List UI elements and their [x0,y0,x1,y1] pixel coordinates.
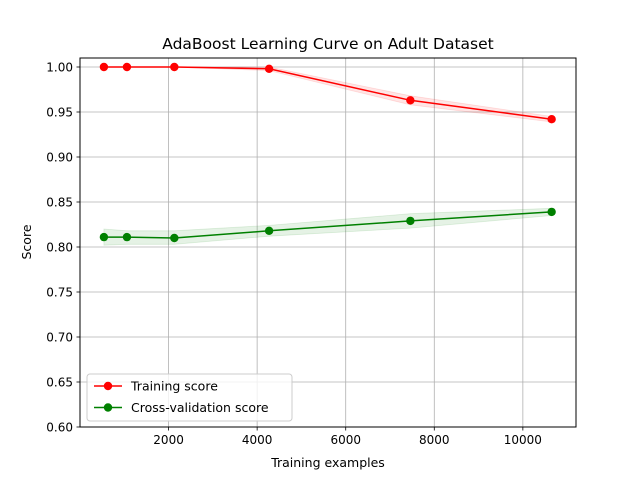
data-point-2 [547,207,556,217]
data-point-2 [264,226,274,235]
axis-ticks: 2000 4000 6000 8000 10000 0.60 0.65 0.70 0.75 0.8… [46,60,542,447]
data-point-1 [406,96,415,105]
y-tick-label: 0.90 [46,150,73,164]
data-point-2 [170,233,179,243]
legend-label-2: Cross-validation score [131,400,269,415]
y-tick-label: 1.00 [46,60,73,74]
x-tick-label: 10000 [504,433,542,447]
data-point-2 [99,232,109,242]
chart-title: AdaBoost Learning Curve on Adult Dataset [162,35,493,53]
y-tick-label: 0.75 [46,285,73,299]
legend-marker-2 [103,403,113,412]
x-axis-label: Training examples [270,455,385,470]
x-tick-label: 2000 [153,433,184,447]
y-tick-label: 0.85 [46,195,73,209]
y-tick-label: 0.80 [46,240,73,254]
x-tick-label: 4000 [242,433,273,447]
legend: Training score Cross-validation score [86,373,293,422]
legend-marker-1 [103,381,113,391]
confidence-band-1 [103,66,553,123]
data-point-1 [170,62,179,72]
y-axis-label: Score [19,224,34,259]
y-tick-label: 0.65 [46,375,73,389]
y-tick-label: 0.60 [46,420,73,434]
data-point-1 [99,62,109,72]
y-tick-label: 0.70 [46,330,73,344]
x-tick-label: 8000 [419,433,450,447]
y-tick-label: 0.95 [46,105,73,119]
data-point-1 [264,64,274,74]
data-point-1 [547,115,556,124]
legend-box [86,373,293,422]
x-tick-label: 6000 [330,433,361,447]
confidence-bands [103,66,553,246]
data-point-1 [122,62,132,72]
series-lines [99,62,556,243]
legend-label-1: Training score [130,379,218,394]
data-point-2 [122,232,132,242]
data-point-2 [406,216,415,226]
plot-area-frame [79,57,577,428]
